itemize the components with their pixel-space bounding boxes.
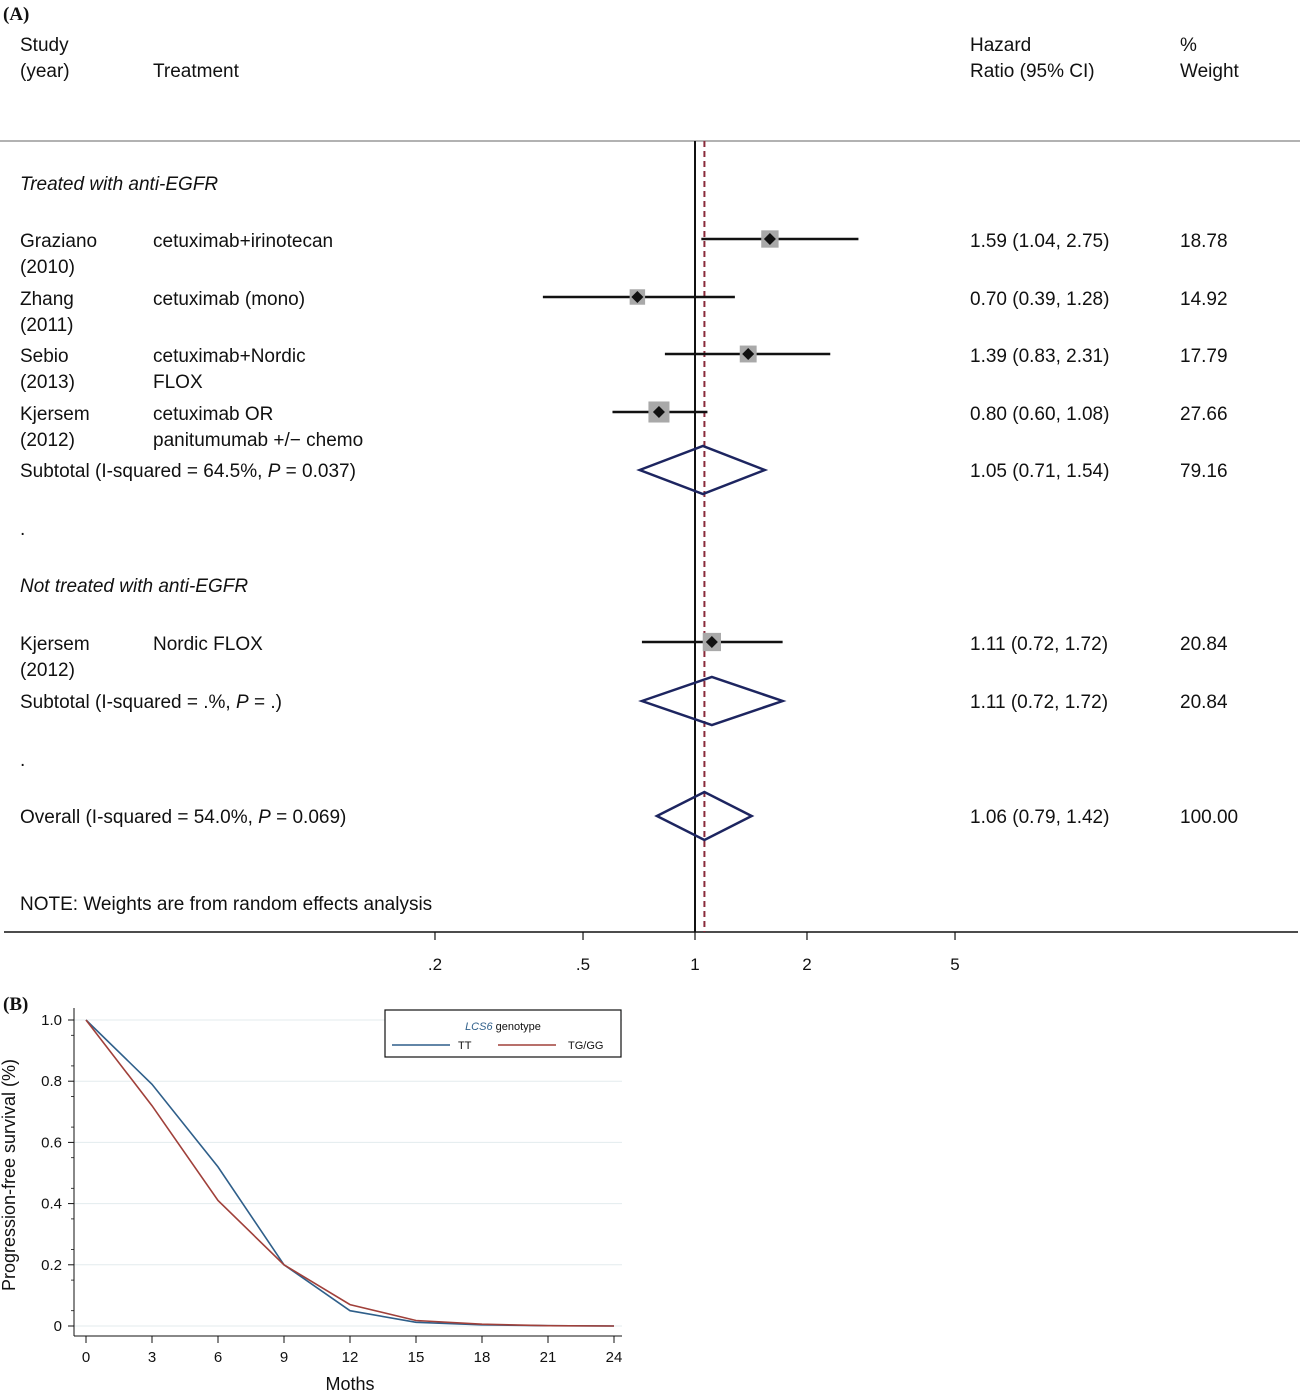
group1-title: Treated with anti-EGFR — [20, 174, 219, 195]
legend-label-tg-gg: TG/GG — [568, 1040, 603, 1052]
study-treatment: cetuximab (mono) — [153, 289, 306, 310]
study-hr-ci: 1.11 (0.72, 1.72) — [970, 634, 1109, 655]
study-treatment: Nordic FLOX — [153, 634, 263, 655]
panel-a-letter: (A) — [3, 4, 30, 25]
forest-plot: .2 .5 1 2 5 — [0, 140, 1300, 974]
header-year: (year) — [20, 61, 70, 82]
km-legend-title: LCS6 genotype — [465, 1021, 541, 1033]
study-treatment: FLOX — [153, 372, 203, 393]
study-year: (2012) — [20, 660, 75, 681]
study-hr-ci: 0.80 (0.60, 1.08) — [970, 404, 1110, 425]
study-treatment: cetuximab+irinotecan — [153, 231, 334, 252]
group2-title: Not treated with anti-EGFR — [20, 576, 249, 597]
subtotal-1-hr-ci: 1.05 (0.71, 1.54) — [970, 461, 1110, 482]
panel-b-letter: (B) — [3, 994, 29, 1015]
x-tick-label: 2 — [802, 955, 811, 974]
study-name: Zhang — [20, 289, 74, 310]
study-point-estimate — [763, 233, 776, 245]
km-x-tick-label: 0 — [82, 1349, 90, 1366]
spacer-dot: . — [20, 519, 26, 540]
header-study: Study — [20, 35, 69, 56]
study-hr-ci: 0.70 (0.39, 1.28) — [970, 289, 1110, 310]
study-weight: 27.66 — [1180, 404, 1228, 425]
study-point-estimate — [631, 291, 644, 303]
weights-note: NOTE: Weights are from random effects an… — [20, 894, 433, 915]
subtotal-1-label: Subtotal (I-squared = 64.5%, P = 0.037) — [20, 461, 356, 482]
header-hazard: Hazard — [970, 35, 1032, 56]
study-weight: 14.92 — [1180, 289, 1228, 310]
study-weight: 18.78 — [1180, 231, 1228, 252]
header-ratio-ci: Ratio (95% CI) — [970, 61, 1095, 82]
subtotal-2-label: Subtotal (I-squared = .%, P = .) — [20, 692, 282, 713]
pooled-diamond — [654, 790, 755, 842]
subtotal-1-weight: 79.16 — [1180, 461, 1228, 482]
study-treatment: cetuximab+Nordic — [153, 346, 306, 367]
study-hr-ci: 1.39 (0.83, 2.31) — [970, 346, 1110, 367]
study-point-estimate — [705, 636, 718, 648]
study-year: (2012) — [20, 430, 75, 451]
km-x-tick-label: 3 — [148, 1349, 156, 1366]
km-x-label: Moths — [325, 1374, 374, 1392]
study-treatment: panitumumab +/− chemo — [153, 430, 364, 451]
study-name: Sebio — [20, 346, 69, 367]
overall-label: Overall (I-squared = 54.0%, P = 0.069) — [20, 807, 347, 828]
pooled-diamond — [636, 444, 769, 496]
km-y-tick-label: 0 — [54, 1318, 62, 1335]
km-series-line — [85, 1019, 615, 1327]
study-year: (2011) — [20, 315, 74, 336]
study-hr-ci: 1.59 (1.04, 2.75) — [970, 231, 1110, 252]
km-y-tick-label: 0.2 — [41, 1257, 62, 1274]
km-x-tick-label: 18 — [474, 1349, 491, 1366]
study-name: Kjersem — [20, 634, 90, 655]
study-weight: 20.84 — [1180, 634, 1228, 655]
overall-hr-ci: 1.06 (0.79, 1.42) — [970, 807, 1110, 828]
x-tick-label: 1 — [690, 955, 699, 974]
km-series-line — [85, 1019, 615, 1327]
study-name: Kjersem — [20, 404, 90, 425]
header-weight: Weight — [1180, 61, 1239, 82]
x-tick-label: 5 — [950, 955, 959, 974]
subtotal-2-hr-ci: 1.11 (0.72, 1.72) — [970, 692, 1109, 713]
header-percent: % — [1180, 35, 1197, 56]
legend-label-tt: TT — [458, 1040, 472, 1052]
study-point-estimate — [652, 406, 665, 418]
pooled-diamond — [638, 675, 787, 727]
km-legend-box — [384, 1009, 622, 1058]
x-tick-label: .5 — [576, 955, 590, 974]
subtotal-2-weight: 20.84 — [1180, 692, 1228, 713]
km-x-tick-label: 15 — [408, 1349, 425, 1366]
km-x-tick-label: 24 — [606, 1349, 623, 1366]
study-year: (2013) — [20, 372, 75, 393]
km-x-tick-label: 21 — [540, 1349, 557, 1366]
spacer-dot: . — [20, 750, 26, 771]
x-tick-label: .2 — [428, 955, 442, 974]
km-x-tick-label: 9 — [280, 1349, 288, 1366]
header-treatment: Treatment — [153, 61, 239, 82]
study-weight: 17.79 — [1180, 346, 1228, 367]
study-name: Graziano — [20, 231, 98, 252]
overall-weight: 100.00 — [1180, 807, 1239, 828]
study-point-estimate — [742, 348, 755, 360]
km-y-tick-label: 0.4 — [41, 1196, 62, 1213]
study-year: (2010) — [20, 257, 75, 278]
km-y-tick-label: 1.0 — [41, 1012, 62, 1029]
km-x-tick-label: 12 — [342, 1349, 359, 1366]
km-y-tick-label: 0.8 — [41, 1073, 62, 1090]
study-treatment: cetuximab OR — [153, 404, 274, 425]
km-y-tick-label: 0.6 — [41, 1134, 62, 1151]
km-x-tick-label: 6 — [214, 1349, 222, 1366]
km-y-label: Progression-free survival (%) — [0, 1059, 19, 1291]
